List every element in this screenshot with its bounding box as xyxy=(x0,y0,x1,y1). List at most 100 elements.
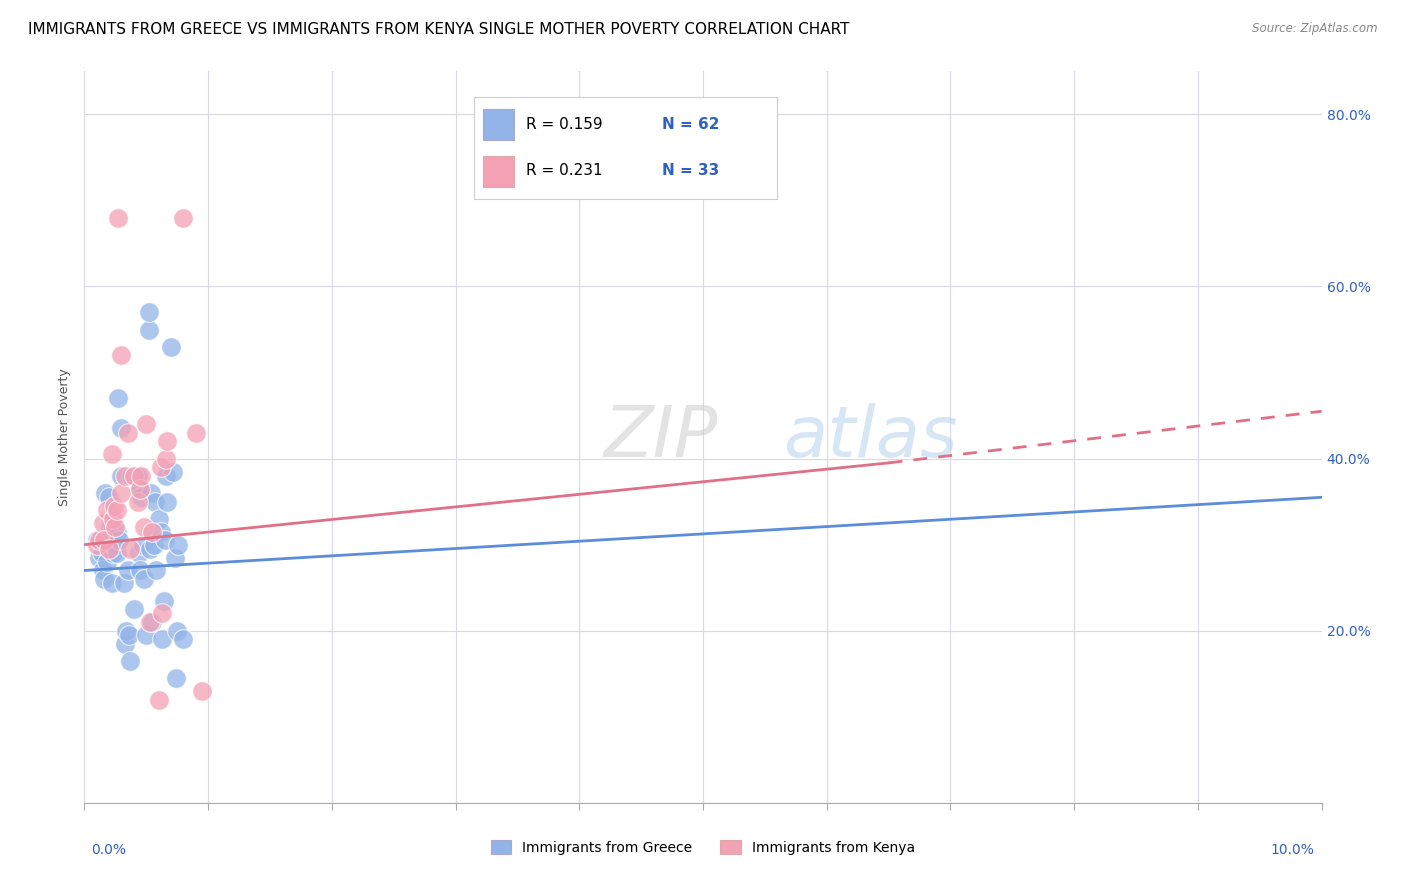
Point xyxy=(125,468,148,483)
Text: Source: ZipAtlas.com: Source: ZipAtlas.com xyxy=(1253,22,1378,36)
Point xyxy=(129,564,152,578)
Point xyxy=(129,468,152,483)
Point xyxy=(90,546,112,560)
Point xyxy=(184,425,207,440)
Point xyxy=(127,468,149,483)
Point xyxy=(128,546,150,560)
Point xyxy=(150,632,173,647)
Point xyxy=(98,491,121,505)
Point xyxy=(122,468,145,483)
Text: IMMIGRANTS FROM GREECE VS IMMIGRANTS FROM KENYA SINGLE MOTHER POVERTY CORRELATIO: IMMIGRANTS FROM GREECE VS IMMIGRANTS FRO… xyxy=(28,22,849,37)
Text: 0.0%: 0.0% xyxy=(91,843,127,857)
Text: ZIP: ZIP xyxy=(605,402,718,472)
Point xyxy=(138,305,160,319)
Legend: Immigrants from Greece, Immigrants from Kenya: Immigrants from Greece, Immigrants from … xyxy=(484,833,922,862)
Point xyxy=(107,392,129,406)
Point xyxy=(152,593,174,607)
Point xyxy=(120,541,142,556)
Point xyxy=(101,538,124,552)
Point xyxy=(96,503,118,517)
Point xyxy=(114,468,136,483)
Point xyxy=(127,494,149,508)
Point xyxy=(155,451,177,466)
Point xyxy=(104,538,127,552)
Point xyxy=(138,322,160,336)
Point xyxy=(141,615,163,629)
Point xyxy=(94,486,117,500)
Point xyxy=(115,624,138,638)
Point xyxy=(172,211,194,225)
Point xyxy=(93,572,115,586)
Point xyxy=(96,555,118,569)
Point xyxy=(150,524,173,539)
Point xyxy=(98,538,121,552)
Point xyxy=(162,465,184,479)
Point xyxy=(131,538,153,552)
Point xyxy=(129,482,152,496)
Point xyxy=(120,654,142,668)
Point xyxy=(122,602,145,616)
Point xyxy=(132,572,155,586)
Point xyxy=(165,671,187,685)
Point xyxy=(105,503,128,517)
Point xyxy=(104,538,127,552)
Point xyxy=(103,538,125,552)
Point xyxy=(141,524,163,539)
Point xyxy=(110,486,132,500)
Point xyxy=(105,524,128,539)
Point xyxy=(93,533,115,548)
Point xyxy=(91,516,114,530)
Point xyxy=(135,417,157,432)
Point xyxy=(191,684,214,698)
Point xyxy=(100,447,122,461)
Point xyxy=(91,564,114,578)
Point xyxy=(117,564,139,578)
Point xyxy=(86,538,108,552)
Point xyxy=(112,576,135,591)
Point xyxy=(98,520,121,534)
Point xyxy=(110,348,132,362)
Point xyxy=(166,624,188,638)
Point xyxy=(153,533,176,548)
Point xyxy=(103,499,125,513)
Point xyxy=(148,512,170,526)
Point xyxy=(89,550,111,565)
Point xyxy=(100,524,122,539)
Point xyxy=(110,421,132,435)
Y-axis label: Single Mother Poverty: Single Mother Poverty xyxy=(58,368,72,506)
Point xyxy=(117,425,139,440)
Point xyxy=(110,468,132,483)
Point xyxy=(86,533,108,548)
Point xyxy=(172,632,194,647)
Point xyxy=(150,460,173,475)
Point xyxy=(101,546,124,560)
Point xyxy=(105,546,128,560)
Point xyxy=(89,533,111,548)
Point xyxy=(141,486,163,500)
Point xyxy=(101,512,124,526)
Point xyxy=(120,468,142,483)
Point xyxy=(163,550,186,565)
Point xyxy=(142,538,165,552)
Point xyxy=(108,533,131,548)
Point xyxy=(148,692,170,706)
Point xyxy=(155,468,177,483)
Point xyxy=(160,340,183,354)
Point xyxy=(143,494,166,508)
Point xyxy=(132,520,155,534)
Point xyxy=(114,637,136,651)
Point xyxy=(145,564,167,578)
Text: atlas: atlas xyxy=(783,402,957,472)
Text: 10.0%: 10.0% xyxy=(1271,843,1315,857)
Point xyxy=(139,541,162,556)
Point xyxy=(135,628,157,642)
Point xyxy=(150,607,173,621)
Point xyxy=(100,576,122,591)
Point xyxy=(129,491,152,505)
Point xyxy=(107,211,129,225)
Point xyxy=(156,434,179,449)
Point xyxy=(128,482,150,496)
Point xyxy=(139,615,162,629)
Point xyxy=(98,541,121,556)
Point xyxy=(167,538,190,552)
